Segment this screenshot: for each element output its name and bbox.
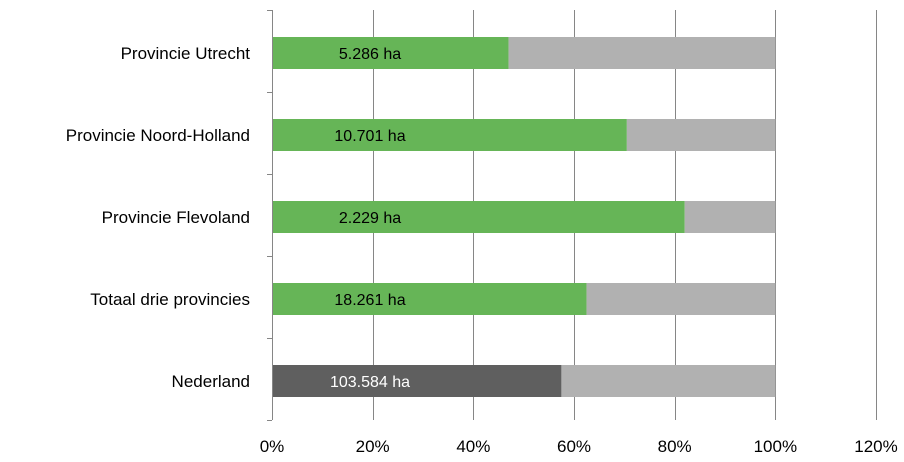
bar-value: [272, 37, 509, 69]
bar-value: [272, 119, 627, 151]
bar-value: [272, 283, 587, 315]
x-tick-label: 40%: [456, 437, 490, 456]
x-tick-label: 100%: [754, 437, 797, 456]
axes: [267, 10, 273, 421]
category-label: Provincie Flevoland: [102, 208, 250, 227]
bar-remainder: [684, 201, 776, 233]
x-tick-label: 20%: [356, 437, 390, 456]
x-tick-label: 120%: [854, 437, 897, 456]
bar-data-label: 10.701 ha: [334, 128, 405, 145]
category-label: Totaal drie provincies: [90, 290, 250, 309]
bar-value: [272, 365, 562, 397]
bar-remainder: [586, 283, 776, 315]
bar-data-label: 2.229 ha: [339, 210, 401, 227]
x-tick-label: 80%: [658, 437, 692, 456]
x-tick-label: 60%: [557, 437, 591, 456]
bar-data-label: 18.261 ha: [334, 292, 405, 309]
bar-remainder: [508, 37, 776, 69]
category-label: Provincie Utrecht: [121, 44, 251, 63]
bar-remainder: [561, 365, 776, 397]
bars: [272, 37, 776, 397]
x-tick-label: 0%: [260, 437, 285, 456]
bar-data-label: 5.286 ha: [339, 46, 401, 63]
category-label: Nederland: [172, 372, 250, 391]
category-label: Provincie Noord-Holland: [66, 126, 250, 145]
bar-data-label: 103.584 ha: [330, 374, 410, 391]
bar-value: [272, 201, 685, 233]
labels: 0% 20% 40% 60% 80% 100% 120% 5.286 ha Provincie …: [66, 44, 898, 456]
bar-remainder: [626, 119, 776, 151]
